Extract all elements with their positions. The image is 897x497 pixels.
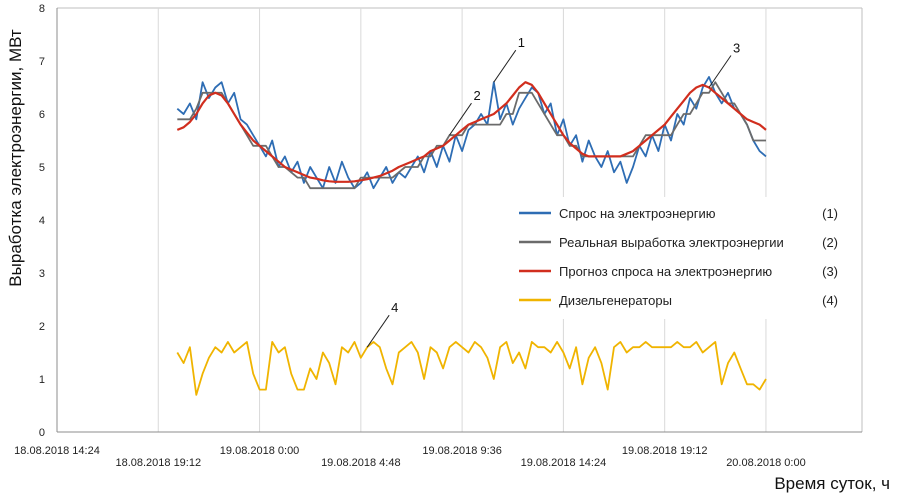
x-tick-label: 18.08.2018 14:24: [14, 445, 100, 457]
x-tick-label: 19.08.2018 14:24: [521, 457, 607, 469]
callout-label-2: 2: [473, 88, 480, 103]
callout-leader-1: [493, 49, 517, 83]
callout-label-4: 4: [391, 300, 398, 315]
legend-label: Реальная выработка электроэнергии: [559, 235, 784, 250]
legend-key: (2): [822, 235, 838, 250]
series-group: [176, 76, 767, 396]
legend-box: [512, 197, 852, 319]
x-tick-label: 19.08.2018 9:36: [422, 445, 502, 457]
series-line-3: [176, 81, 767, 183]
callout-leader-4: [366, 314, 390, 348]
y-tick-label: 7: [39, 56, 45, 68]
x-tick-label: 20.08.2018 0:00: [726, 457, 806, 469]
callout-leader-2: [449, 102, 472, 136]
y-tick-label: 4: [39, 215, 45, 227]
x-axis-title: Время суток, ч: [774, 474, 890, 493]
legend: Спрос на электроэнергию (1) Реальная выраб…: [512, 197, 852, 319]
annotations: 1 2 3 4: [366, 35, 740, 348]
legend-label: Спрос на электроэнергию: [559, 206, 716, 221]
x-tick-label: 19.08.2018 19:12: [622, 445, 708, 457]
legend-key: (3): [822, 264, 838, 279]
y-tick-label: 8: [39, 3, 45, 15]
legend-key: (1): [822, 206, 838, 221]
y-tick-label: 0: [39, 427, 45, 439]
y-axis: 0 1 2 3 4 5 6 7 8: [39, 3, 58, 439]
callout-label-1: 1: [518, 35, 525, 50]
x-tick-label: 19.08.2018 0:00: [220, 445, 300, 457]
series-line-2: [177, 81, 766, 190]
legend-label: Прогноз спроса на электроэнергию: [559, 264, 772, 279]
y-axis-title: Выработка электроэнергии, МВт: [6, 29, 25, 287]
x-tick-label: 18.08.2018 19:12: [115, 457, 201, 469]
y-tick-label: 1: [39, 374, 45, 386]
y-tick-label: 3: [39, 268, 45, 280]
x-tick-label: 19.08.2018 4:48: [321, 457, 401, 469]
series-line-4: [176, 341, 767, 396]
callout-label-3: 3: [733, 41, 740, 56]
legend-label: Дизельгенераторы: [559, 293, 672, 308]
y-tick-label: 5: [39, 162, 45, 174]
series-line-1: [176, 76, 767, 190]
legend-key: (4): [822, 293, 838, 308]
x-axis: 18.08.2018 14:24 18.08.2018 19:12 19.08.20…: [14, 431, 862, 469]
y-tick-label: 6: [39, 109, 45, 121]
callout-leader-3: [708, 55, 732, 88]
y-tick-label: 2: [39, 321, 45, 333]
